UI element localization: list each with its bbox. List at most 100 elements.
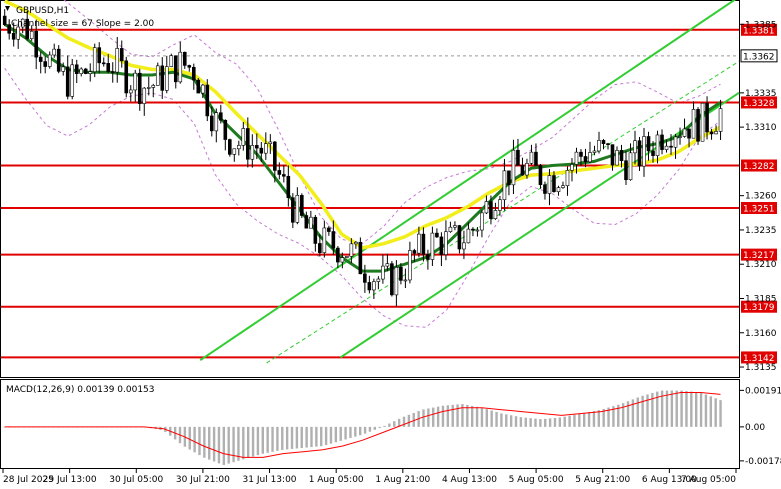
macd-bar: [626, 401, 630, 427]
macd-bar: [300, 426, 303, 449]
candle-body: [502, 170, 507, 201]
macd-bar: [505, 414, 508, 427]
candle-body: [300, 195, 304, 216]
macd-bar: [363, 426, 367, 434]
candle-body: [489, 201, 493, 219]
candle-body: [106, 63, 111, 72]
macd-bar: [607, 407, 610, 427]
macd-bar: [563, 416, 566, 427]
macd-bar: [388, 423, 391, 427]
macd-bar: [485, 409, 488, 427]
macd-bar: [354, 426, 357, 437]
candle-body: [286, 175, 291, 198]
candle-body: [345, 256, 349, 258]
candle-body: [579, 151, 583, 157]
time-tick-label: 30 Jul 21:00: [176, 475, 230, 485]
candle-body: [327, 227, 331, 232]
candle-body: [583, 156, 588, 163]
candle-body: [651, 150, 655, 156]
candle-body: [20, 18, 25, 28]
level-tag: [741, 159, 777, 172]
macd-bar: [407, 414, 411, 427]
macd-bar: [251, 426, 255, 457]
candle-body: [547, 175, 552, 194]
candle-body: [83, 68, 88, 74]
candle-body: [191, 66, 196, 81]
candlesticks: [2, 9, 723, 307]
macd-bar: [456, 404, 459, 427]
candle-body: [637, 140, 642, 167]
macd-bar: [212, 426, 216, 462]
macd-bar: [281, 426, 284, 450]
candle-body: [178, 51, 183, 83]
candle-body: [682, 128, 687, 137]
macd-bar: [276, 426, 279, 451]
macd-bar: [592, 411, 596, 427]
macd-bar: [329, 426, 333, 444]
macd-bar: [680, 390, 683, 427]
candle-body: [146, 87, 151, 89]
macd-bar: [514, 416, 518, 427]
candle-body: [633, 140, 637, 154]
candle-body: [336, 247, 340, 263]
candle-body: [88, 71, 93, 74]
macd-bar: [305, 426, 308, 448]
macd-bar: [519, 417, 523, 427]
candle-body: [462, 242, 466, 250]
macd-bar: [446, 405, 450, 427]
macd-bar: [237, 426, 240, 461]
macd-bar: [232, 426, 235, 463]
candle-body: [385, 263, 390, 267]
macd-bar: [475, 406, 479, 427]
candle-body: [709, 131, 714, 135]
candle-body: [714, 131, 718, 135]
candle-body: [182, 51, 187, 66]
candle-body: [52, 48, 57, 56]
candle-body: [381, 265, 385, 280]
macd-bar: [709, 396, 713, 427]
candle-body: [475, 229, 480, 232]
candle-body: [624, 160, 628, 181]
price-tick-label: 1.3235: [745, 226, 777, 236]
price-tick-label: 1.3335: [745, 89, 777, 99]
candle-body: [673, 136, 678, 148]
candle-body: [696, 109, 700, 142]
moving-averages: [3, 0, 722, 273]
macd-label: MACD(12,26,9) 0.00139 0.00153: [6, 385, 155, 395]
level-tag-label: 1.3217: [743, 251, 775, 261]
candle-body: [291, 197, 295, 223]
macd-bar: [656, 391, 659, 427]
macd-bar: [427, 408, 430, 427]
candle-body: [151, 85, 156, 88]
candle-body: [453, 225, 457, 228]
macd-bar: [217, 426, 221, 464]
candle-body: [34, 30, 39, 58]
macd-bar: [432, 407, 435, 427]
macd-bar: [480, 407, 484, 427]
macd-bar: [675, 390, 678, 427]
fast-moving-average: [3, 23, 722, 273]
macd-bar: [582, 412, 586, 427]
candle-body: [101, 62, 106, 65]
channel-line: [199, 0, 737, 362]
macd-bar: [636, 397, 639, 427]
envelope-bands: [4, 0, 721, 328]
macd-bar: [524, 417, 527, 427]
candle-body: [592, 150, 597, 153]
macd-bar: [393, 421, 396, 427]
macd-bar: [383, 425, 386, 427]
macd-bar: [349, 426, 352, 439]
macd-bar: [285, 426, 289, 450]
time-tick-label: 28 Jul 2025: [3, 475, 54, 485]
candle-body: [570, 164, 574, 171]
macd-bar: [646, 394, 649, 427]
channel-midline: [266, 60, 740, 364]
candle-body: [313, 216, 318, 244]
candle-body: [205, 84, 210, 117]
macd-panel: 0.00191 0.00 -0.00178: [3, 386, 781, 467]
price-tick-label: 1.3210: [745, 260, 777, 270]
candle-body: [543, 184, 547, 194]
macd-bar: [222, 426, 226, 465]
macd-bar: [597, 410, 601, 427]
candle-body: [115, 48, 120, 73]
